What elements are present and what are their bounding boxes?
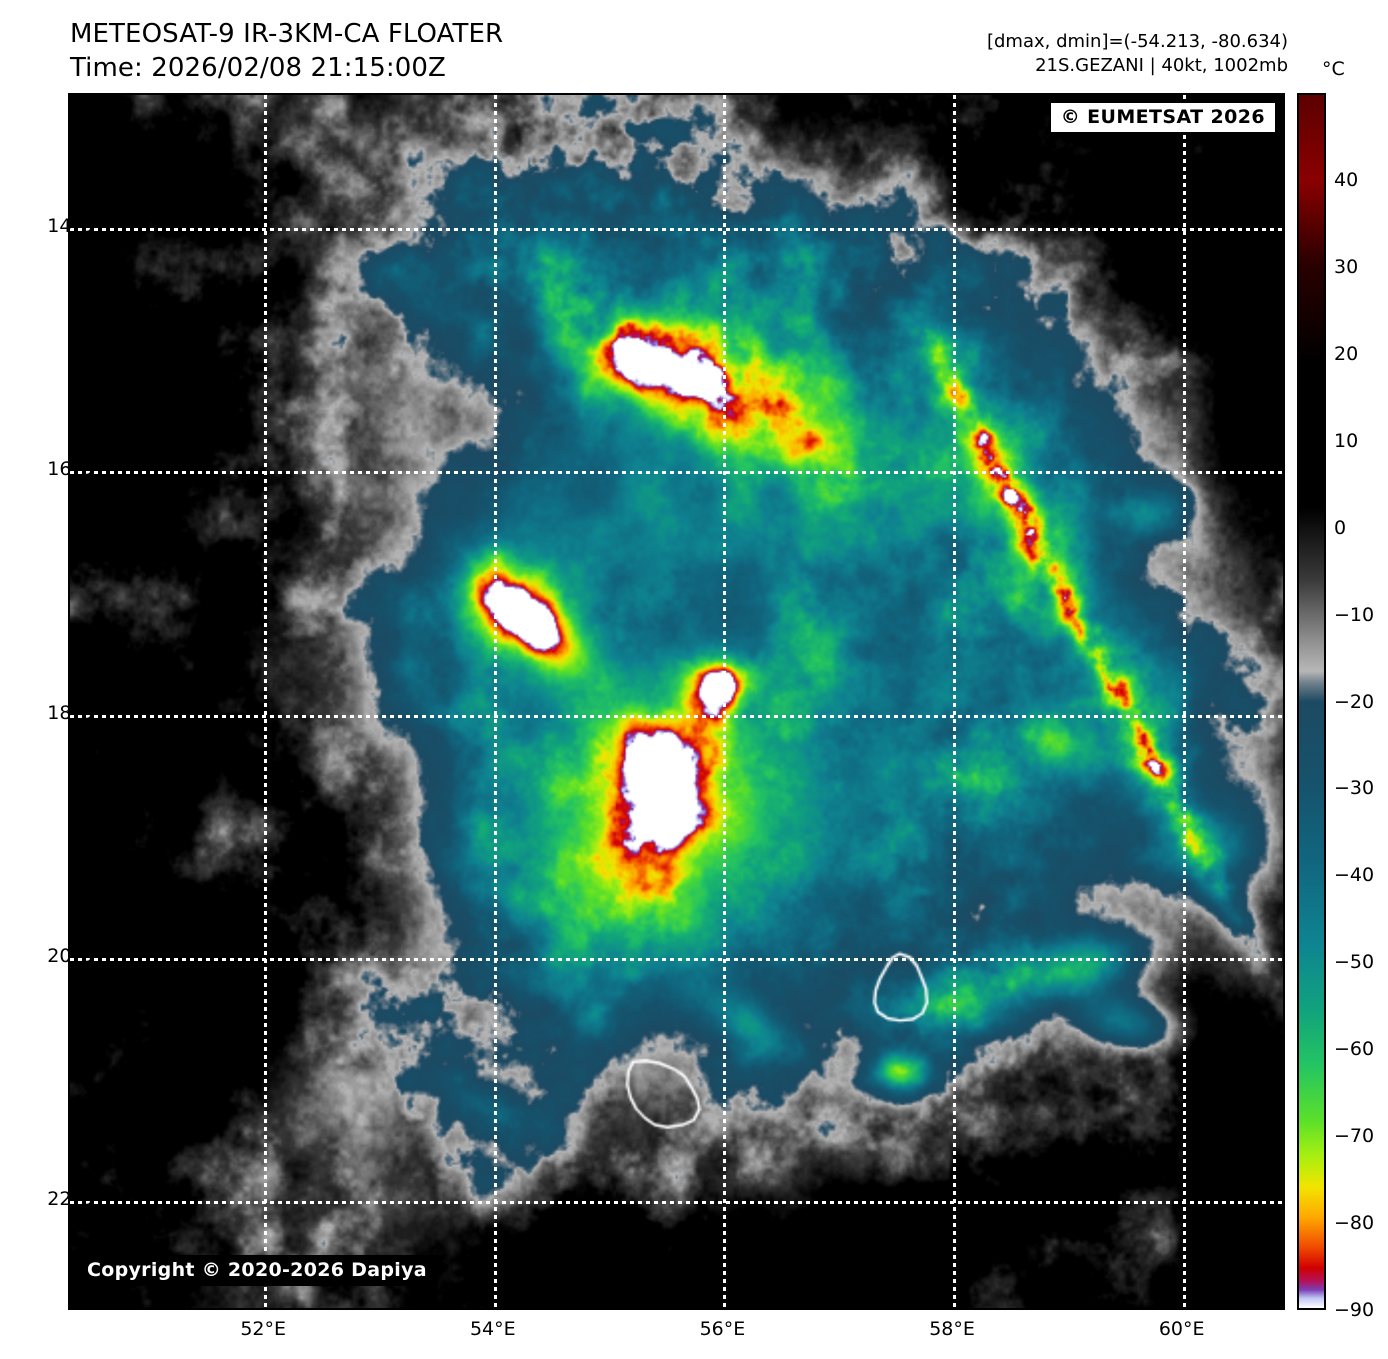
dapiya-copyright-watermark: Copyright © 2020-2026 Dapiya — [76, 1255, 438, 1286]
metadata-block: [dmax, dmin]=(-54.213, -80.634) 21S.GEZA… — [987, 30, 1288, 79]
colorbar-tick--80: −80 — [1334, 1212, 1375, 1235]
colorbar-tick--30: −30 — [1334, 777, 1375, 800]
colorbar-tick-30: 30 — [1334, 255, 1359, 278]
ytick-label-22°S: 22°S — [47, 1188, 93, 1211]
temperature-colorbar[interactable] — [1297, 93, 1326, 1310]
colorbar-tick-40: 40 — [1334, 168, 1359, 191]
ytick-label-18°S: 18°S — [47, 701, 93, 724]
colorbar-gradient — [1299, 95, 1324, 1308]
title-block: METEOSAT-9 IR-3KM-CA FLOATER Time: 2026/… — [70, 18, 503, 86]
page-title: METEOSAT-9 IR-3KM-CA FLOATER — [70, 19, 504, 49]
colorbar-tick-20: 20 — [1334, 342, 1359, 365]
satellite-image-plot[interactable]: © EUMETSAT 2026 Copyright © 2020-2026 Da… — [68, 93, 1285, 1310]
colorbar-tick-0: 0 — [1334, 516, 1347, 539]
colorbar-unit-label: °C — [1322, 58, 1345, 80]
colorbar-tick--90: −90 — [1334, 1299, 1375, 1321]
colorbar-tick--70: −70 — [1334, 1125, 1375, 1148]
xtick-label-60°E: 60°E — [1158, 1318, 1205, 1340]
colorbar-tick--20: −20 — [1334, 690, 1375, 713]
dminmax-line: [dmax, dmin]=(-54.213, -80.634) — [986, 31, 1288, 52]
colorbar-tick--60: −60 — [1334, 1038, 1375, 1061]
ytick-label-16°S: 16°S — [47, 458, 93, 481]
colorbar-tick-10: 10 — [1334, 429, 1359, 452]
xtick-label-56°E: 56°E — [699, 1318, 746, 1340]
xtick-label-54°E: 54°E — [469, 1318, 516, 1340]
xtick-label-58°E: 58°E — [929, 1318, 975, 1340]
eumetsat-copyright-watermark: © EUMETSAT 2026 — [1050, 103, 1275, 132]
ytick-label-20°S: 20°S — [47, 945, 93, 968]
colorbar-tick--40: −40 — [1334, 864, 1375, 887]
colorbar-tick--50: −50 — [1334, 951, 1375, 974]
satellite-imagery-canvas — [70, 95, 1283, 1308]
colorbar-tick--10: −10 — [1334, 603, 1375, 626]
timestamp-line: Time: 2026/02/08 21:15:00Z — [70, 52, 446, 83]
ytick-label-14°S: 14°S — [47, 214, 93, 237]
storm-info-line: 21S.GEZANI | 40kt, 1002mb — [1035, 55, 1288, 77]
xtick-label-52°E: 52°E — [240, 1318, 287, 1340]
